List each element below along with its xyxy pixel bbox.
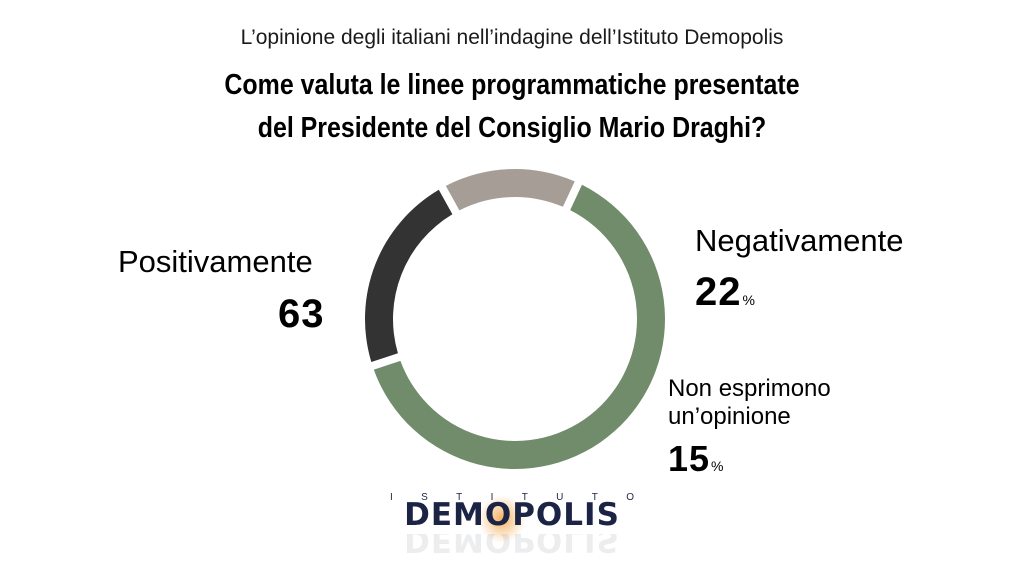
logo-sup-letter: I [390,492,393,503]
slice-non-esprimono [445,169,575,211]
logo-sup-text: I S T I T U T O [390,492,634,503]
label-negativamente: Negativamente [695,223,904,258]
value-non-esprimono: 15% [668,438,725,480]
logo-sup-letter: U [556,492,564,503]
logo-glow [478,495,526,543]
logo-sup-letter: T [591,492,598,503]
logo-sup-letter: O [626,492,634,503]
value-negativamente: 22% [695,270,756,315]
logo-sup-letter: S [421,492,428,503]
logo-wordmark: DEMOPOLIS [404,497,620,533]
value-negativamente-unit: % [742,292,756,308]
value-negativamente-number: 22 [695,270,742,314]
value-positivamente: 63 [278,292,325,337]
chart-subtitle: L’opinione degli italiani nell’indagine … [240,26,784,49]
logo-sup-letter: I [490,492,494,503]
label-positivamente: Positivamente [118,244,313,279]
logo-reflection: DEMOPOLIS [404,534,620,558]
slice-negativamente [365,189,453,363]
label-non-esprimono-line-2: un’opinione [668,403,791,430]
value-non-esprimono-unit: % [711,458,725,474]
logo-sup-letter: T [456,492,463,503]
label-non-esprimono-line-1: Non esprimono [668,375,831,402]
chart-title-line-2: del Presidente del Consiglio Mario Dragh… [257,112,767,144]
label-non-esprimono: Non esprimono un’opinione [668,375,831,431]
value-positivamente-number: 63 [278,292,325,336]
chart-title: Come valuta le linee programmatiche pres… [72,64,953,150]
value-non-esprimono-number: 15 [668,438,711,479]
chart-title-line-1: Come valuta le linee programmatiche pres… [224,69,800,101]
logo-sup-letter: T [521,492,528,503]
